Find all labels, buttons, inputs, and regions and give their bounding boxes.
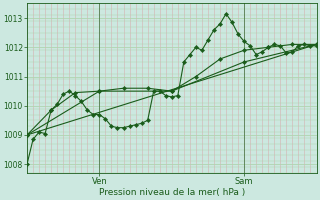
X-axis label: Pression niveau de la mer( hPa ): Pression niveau de la mer( hPa ): [99, 188, 245, 197]
